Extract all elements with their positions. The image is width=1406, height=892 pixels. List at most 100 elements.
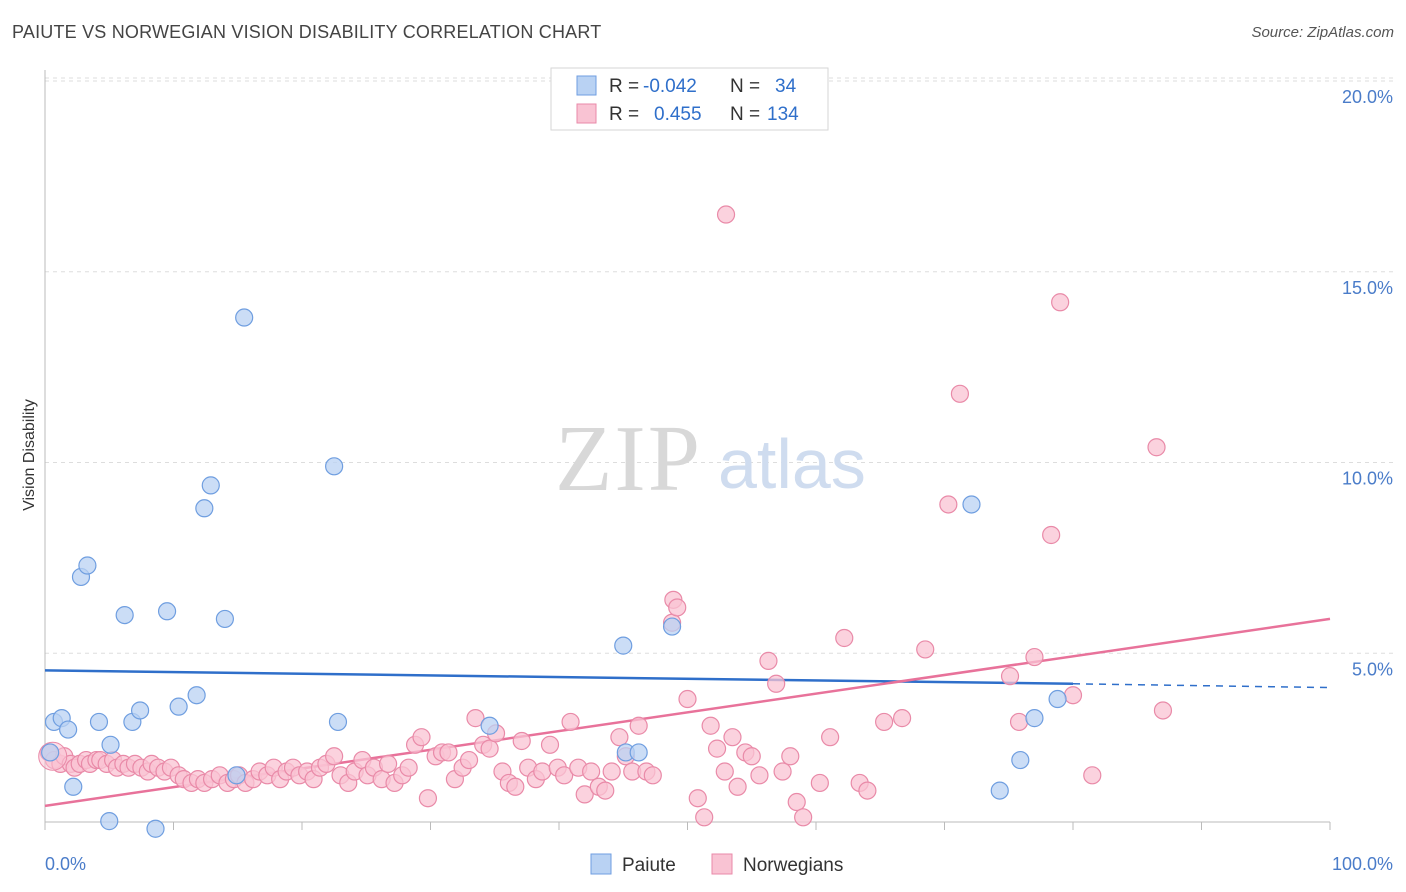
norwegians-point — [858, 781, 877, 800]
x-tick-label: 0.0% — [45, 854, 86, 874]
paiute-points — [41, 308, 1067, 838]
norwegians-point — [399, 758, 418, 777]
paiute-point — [169, 697, 188, 716]
grid-lines — [45, 77, 1393, 654]
norwegians-point — [695, 808, 714, 827]
legend-swatch-paiute — [590, 853, 612, 875]
norwegians-point — [1147, 438, 1166, 457]
norwegians-point — [418, 789, 438, 808]
paiute-point — [64, 777, 83, 796]
y-axis-label: Vision Disability — [21, 399, 38, 511]
norwegians-point — [875, 712, 894, 732]
stats-legend: R = -0.042 N = 34 R = 0.455 N = 134 — [550, 67, 829, 131]
legend-label-paiute: Paiute — [622, 855, 676, 876]
y-tick-label: 20.0% — [1342, 87, 1393, 107]
source-credit: Source: ZipAtlas.com — [1251, 24, 1394, 41]
paiute-point — [59, 720, 78, 739]
paiute-point — [1025, 709, 1044, 728]
norwegians-point — [512, 731, 531, 751]
norwegians-point — [916, 640, 935, 659]
paiute-point — [89, 712, 109, 732]
norwegians-point — [480, 739, 499, 758]
paiute-point — [78, 556, 97, 575]
norwegians-point — [892, 709, 912, 728]
legend-swatch-norwegians — [576, 103, 597, 124]
paiute-point — [480, 716, 499, 735]
paiute-point — [325, 457, 344, 476]
norwegians-point — [950, 384, 970, 403]
norwegians-point — [688, 789, 707, 808]
norwegians-point — [835, 628, 854, 648]
paiute-point — [1048, 689, 1067, 709]
norwegians-point — [378, 754, 398, 773]
legend-r-value: -0.042 — [643, 76, 697, 97]
paiute-point — [235, 308, 254, 327]
paiute-point — [41, 743, 60, 762]
chart-title: PAIUTE VS NORWEGIAN VISION DISABILITY CO… — [12, 22, 602, 42]
paiute-point — [130, 701, 150, 720]
paiute-point — [328, 712, 348, 732]
norwegians-point — [602, 762, 621, 781]
paiute-trend-extension — [1072, 683, 1331, 689]
norwegians-point — [810, 773, 829, 793]
norwegians-point — [707, 739, 727, 758]
paiute-point — [1011, 750, 1030, 770]
legend-swatch-paiute — [576, 75, 597, 96]
paiute-point — [115, 605, 134, 625]
paiute-point — [962, 495, 981, 514]
norwegians-point — [728, 777, 747, 796]
norwegians-point — [781, 747, 800, 766]
legend-swatch-norwegians — [711, 853, 733, 875]
norwegians-point — [678, 689, 697, 709]
paiute-point — [187, 686, 206, 705]
norwegians-point — [1083, 766, 1102, 785]
norwegians-point — [759, 651, 778, 670]
norwegians-point — [643, 766, 662, 785]
y-tick-label: 5.0% — [1352, 659, 1393, 679]
paiute-point — [101, 735, 120, 754]
paiute-point — [157, 602, 177, 621]
norwegians-point — [466, 709, 485, 728]
norwegians-point — [412, 728, 431, 747]
norwegians-point — [1051, 293, 1070, 312]
norwegians-point — [750, 766, 769, 785]
legend-n-value: 134 — [767, 104, 799, 125]
norwegians-point — [742, 747, 761, 766]
watermark-atlas: atlas — [718, 425, 866, 503]
legend-r-label: R = — [609, 104, 639, 125]
norwegians-point — [1063, 686, 1083, 705]
norwegians-point — [821, 728, 840, 747]
paiute-point — [614, 636, 633, 655]
paiute-point — [662, 617, 682, 636]
paiute-point — [629, 743, 648, 762]
watermark-zip: ZIP — [555, 407, 702, 511]
norwegians-point — [439, 743, 458, 762]
norwegians-point — [716, 205, 736, 224]
norwegians-point — [794, 808, 813, 827]
legend-n-label: N = — [730, 76, 760, 97]
norwegians-point — [939, 495, 958, 514]
legend-label-norwegians: Norwegians — [743, 855, 843, 876]
norwegians-point — [1009, 712, 1029, 732]
paiute-point — [146, 819, 165, 838]
legend-r-label: R = — [609, 76, 639, 97]
y-tick-label: 15.0% — [1342, 278, 1393, 298]
norwegians-point — [668, 598, 687, 617]
norwegians-point — [596, 781, 615, 800]
paiute-trend-line — [44, 669, 1074, 686]
norwegians-point — [575, 785, 594, 804]
legend-n-value: 34 — [775, 76, 797, 97]
paiute-point — [100, 812, 119, 831]
norwegians-point — [1042, 525, 1061, 545]
norwegians-point — [506, 777, 525, 796]
paiute-point — [215, 609, 234, 629]
norwegians-point — [582, 762, 601, 781]
norwegians-point — [715, 762, 734, 781]
paiute-point — [990, 781, 1009, 800]
norwegians-point — [325, 747, 344, 766]
norwegians-point — [561, 712, 580, 732]
norwegians-point — [787, 792, 806, 812]
norwegians-point — [773, 762, 792, 781]
norwegians-point — [723, 728, 742, 747]
